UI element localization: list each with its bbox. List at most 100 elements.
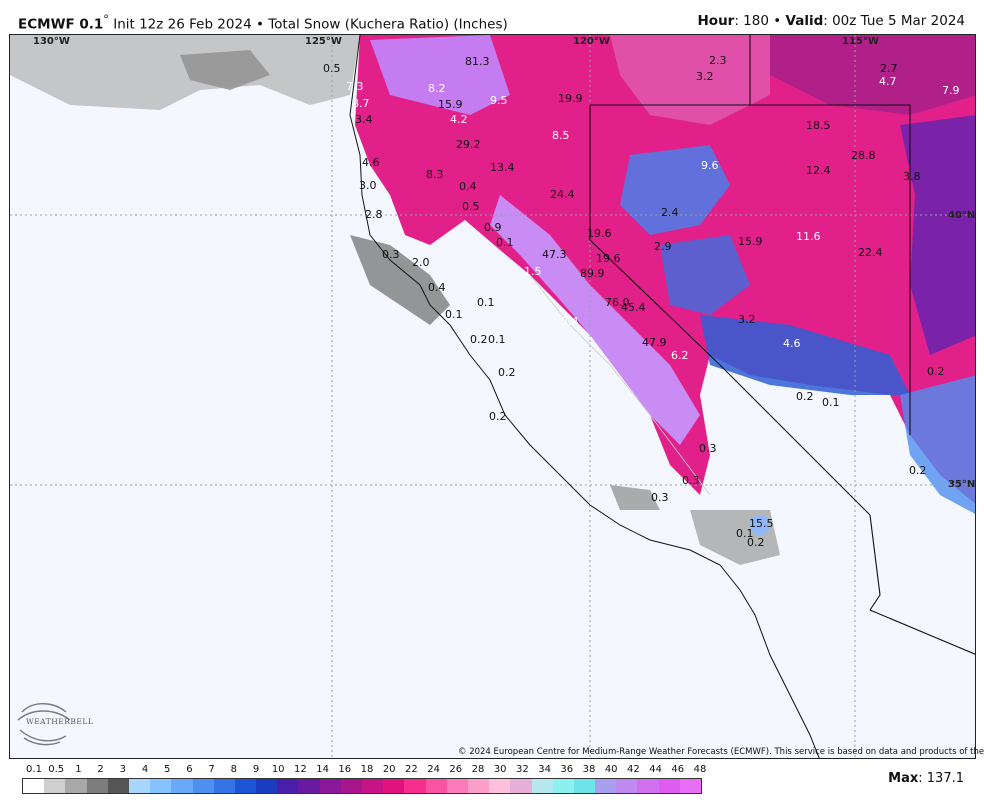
snow-value: 7.9 (942, 84, 960, 97)
lon-label-130: 130°W (33, 36, 70, 47)
snow-value: 3.0 (359, 179, 377, 192)
colorbar-tick-label: 32 (516, 764, 529, 775)
snow-value: 7.3 (346, 80, 364, 93)
colorbar-swatch (340, 779, 362, 793)
lon-label-120: 120°W (573, 36, 610, 47)
snow-value: 0.2 (747, 536, 765, 549)
snow-value: 81.3 (465, 55, 490, 68)
colorbar-legend (22, 778, 702, 794)
colorbar-swatch (510, 779, 532, 793)
hour-label: Hour (697, 13, 735, 29)
colorbar-tick-label: 46 (671, 764, 685, 775)
colorbar-tick-label: 16 (338, 764, 352, 775)
colorbar-swatch (362, 779, 384, 793)
colorbar-tick-label: 24 (427, 764, 440, 775)
colorbar-tick-label: 4 (141, 764, 149, 775)
snow-value: 15.5 (749, 517, 774, 530)
colorbar-swatch (552, 779, 574, 793)
snow-value: 2.3 (709, 54, 727, 67)
max-value: : 137.1 (918, 771, 964, 786)
snow-value: 8.7 (352, 97, 370, 110)
lon-label-115: 115°W (842, 36, 879, 47)
degree-mark: ° (103, 13, 109, 26)
snowfall-map: 130°W 125°W 120°W 115°W 40°N 35°N 81.3 0… (9, 34, 976, 759)
product-name: Total Snow (Kuchera Ratio) (Inches) (268, 16, 508, 33)
snow-value: 18.5 (806, 119, 831, 132)
snow-value: 19.9 (558, 92, 583, 105)
colorbar-tick-label: 44 (649, 764, 662, 775)
snow-value: 0.1 (736, 527, 754, 540)
copyright-notice: © 2024 European Centre for Medium-Range … (458, 747, 984, 757)
snow-value: 2.4 (661, 206, 679, 219)
snow-value: 13.4 (490, 161, 515, 174)
snow-value: 0.3 (682, 474, 700, 487)
snow-value: 0.5 (323, 62, 341, 75)
colorbar-swatch (658, 779, 680, 793)
snow-value: 4.6 (783, 337, 801, 350)
colorbar-tick-label: 38 (582, 764, 596, 775)
snow-value: 0.4 (459, 180, 477, 193)
snow-value: 5.4 (561, 315, 579, 328)
colorbar-tick-label: 22 (405, 764, 418, 775)
colorbar-swatch (679, 779, 701, 793)
colorbar-tick-label: 1 (75, 764, 82, 775)
valid-separator: • (768, 13, 786, 29)
snow-value: 0.1 (496, 236, 514, 249)
lat-label-35: 35°N (948, 479, 976, 490)
snow-value: 2.9 (654, 240, 672, 253)
snow-value: 3.8 (903, 170, 921, 183)
colorbar-swatch (150, 779, 172, 793)
snow-value: 45.4 (621, 301, 646, 314)
snow-value: 22.4 (858, 246, 883, 259)
colorbar-swatch (192, 779, 214, 793)
hour-value: : 180 (734, 13, 769, 29)
colorbar-tick-label: 5 (164, 764, 171, 775)
colorbar-swatch (298, 779, 320, 793)
colorbar-tick-label: 12 (294, 764, 307, 775)
snow-value: 0.1 (488, 333, 506, 346)
snow-value: 15.9 (438, 98, 463, 111)
snow-value: 0.2 (927, 365, 945, 378)
snow-value: 19.6 (596, 252, 621, 265)
colorbar-swatch (319, 779, 341, 793)
colorbar-tick-label: 8 (230, 764, 237, 775)
forecast-valid-time: Hour: 180 • Valid: 00z Tue 5 Mar 2024 (698, 13, 966, 29)
snow-value: 6.2 (671, 349, 689, 362)
colorbar-swatch (425, 779, 447, 793)
snow-value: 0.1 (477, 296, 495, 309)
colorbar-tick-label: 42 (627, 764, 640, 775)
valid-label: Valid (785, 13, 824, 29)
colorbar-tick-label: 0.1 (26, 764, 42, 775)
colorbar-swatch (637, 779, 659, 793)
snow-value: 11.6 (796, 230, 821, 243)
colorbar-tick-label: 28 (471, 764, 485, 775)
header-bar: ECMWF 0.1° Init 12z 26 Feb 2024 • Total … (0, 0, 984, 34)
snow-value: 8.5 (552, 129, 570, 142)
colorbar-tick-label: 6 (186, 764, 193, 775)
snow-value: 8.2 (428, 82, 446, 95)
colorbar-swatch (595, 779, 617, 793)
snow-value: 0.3 (651, 491, 669, 504)
colorbar-swatch (213, 779, 235, 793)
model-name: ECMWF 0.1 (18, 16, 104, 33)
offshore-gray-shading (10, 35, 360, 110)
snow-value: 2.8 (365, 208, 383, 221)
snow-value: 3.4 (355, 113, 373, 126)
snow-value: 0.5 (462, 200, 480, 213)
snow-value: 2.0 (412, 256, 430, 269)
snow-value: 24.4 (550, 188, 575, 201)
snow-value: 47.3 (542, 248, 567, 261)
snow-value: 47.9 (642, 336, 667, 349)
colorbar-tick-label: 40 (604, 764, 618, 775)
snow-value: 9.6 (701, 159, 719, 172)
map-graphics (10, 35, 975, 758)
colorbar-swatch (277, 779, 299, 793)
snow-value: 0.1 (822, 396, 840, 409)
snow-value: 0.2 (909, 464, 927, 477)
snow-value: 0.2 (498, 366, 516, 379)
colorbar-swatch (404, 779, 426, 793)
weatherbell-logo-icon (17, 703, 71, 746)
colorbar-swatch (44, 779, 66, 793)
snow-value: 76.0 (605, 296, 630, 309)
colorbar-swatch (383, 779, 405, 793)
